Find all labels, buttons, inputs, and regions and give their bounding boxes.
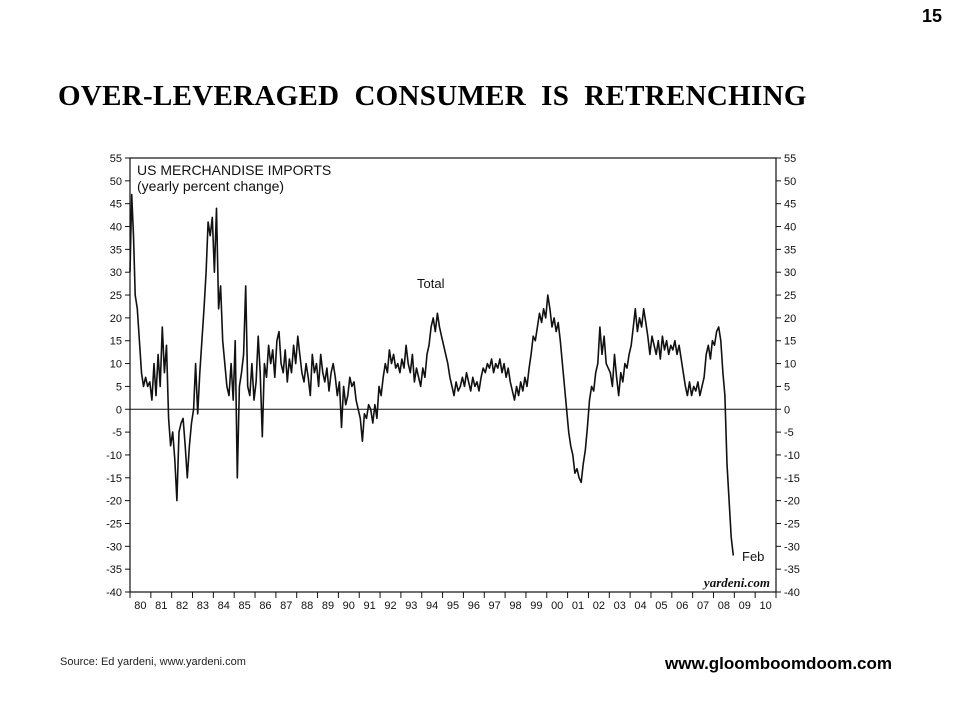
x-tick-label: 98 <box>509 600 521 612</box>
source-note: Source: Ed yardeni, www.yardeni.com <box>60 656 246 668</box>
x-tick-label: 89 <box>322 600 334 612</box>
x-tick-label: 07 <box>697 600 709 612</box>
y-tick-label-left: -25 <box>106 518 122 530</box>
x-tick-label: 85 <box>238 600 250 612</box>
y-tick-label-right: 5 <box>784 381 790 393</box>
y-tick-label-left: 55 <box>110 153 122 165</box>
x-tick-label: 01 <box>572 600 584 612</box>
y-tick-label-right: -15 <box>784 473 800 485</box>
y-tick-label-right: 35 <box>784 244 796 256</box>
x-tick-label: 95 <box>447 600 459 612</box>
y-tick-label-right: 55 <box>784 153 796 165</box>
y-tick-label-left: 5 <box>116 381 122 393</box>
x-tick-label: 80 <box>134 600 146 612</box>
y-tick-label-right: -40 <box>784 587 800 599</box>
y-tick-label-right: 25 <box>784 290 796 302</box>
y-axis-right: 5550454035302520151050-5-10-15-20-25-30-… <box>776 153 800 599</box>
x-tick-label: 82 <box>176 600 188 612</box>
x-tick-label: 97 <box>489 600 501 612</box>
y-tick-label-left: 0 <box>116 404 122 416</box>
y-tick-label-right: 15 <box>784 336 796 348</box>
x-tick-label: 81 <box>155 600 167 612</box>
series-label-total: Total <box>417 276 445 291</box>
x-tick-label: 91 <box>364 600 376 612</box>
x-tick-label: 93 <box>405 600 417 612</box>
x-tick-label: 83 <box>197 600 209 612</box>
y-tick-label-right: 40 <box>784 222 796 234</box>
y-axis-left: 5550454035302520151050-5-10-15-20-25-30-… <box>106 153 130 599</box>
y-tick-label-left: 30 <box>110 267 122 279</box>
y-tick-label-left: -35 <box>106 564 122 576</box>
x-tick-label: 88 <box>301 600 313 612</box>
y-tick-label-right: -10 <box>784 450 800 462</box>
x-axis: 80 81 82 83 84 85 86 87 88 89 90 91 92 93 94 95 96 97 98 99… <box>129 592 777 612</box>
y-tick-label-right: -5 <box>784 427 794 439</box>
x-tick-label: 10 <box>759 600 771 612</box>
y-tick-label-right: -25 <box>784 518 800 530</box>
x-tick-label: 92 <box>384 600 396 612</box>
y-tick-label-left: 35 <box>110 244 122 256</box>
x-tick-label: 90 <box>343 600 355 612</box>
y-tick-label-right: 20 <box>784 313 796 325</box>
y-tick-label-left: 40 <box>110 222 122 234</box>
y-tick-label-left: 50 <box>110 176 122 188</box>
y-tick-label-left: -10 <box>106 450 122 462</box>
y-tick-label-right: 50 <box>784 176 796 188</box>
x-tick-label: 84 <box>218 600 230 612</box>
y-tick-label-right: -20 <box>784 496 800 508</box>
y-tick-label-left: -20 <box>106 496 122 508</box>
y-tick-label-left: 15 <box>110 336 122 348</box>
imports-line-chart: 5550454035302520151050-5-10-15-20-25-30-… <box>106 153 800 612</box>
y-tick-label-left: 45 <box>110 199 122 211</box>
website-url: www.gloomboomdoom.com <box>665 654 892 673</box>
end-annotation-feb: Feb <box>742 549 764 564</box>
y-tick-label-right: 0 <box>784 404 790 416</box>
y-tick-label-right: -30 <box>784 541 800 553</box>
series-line-total <box>129 193 735 556</box>
y-tick-label-left: -5 <box>112 427 122 439</box>
x-tick-label: 99 <box>530 600 542 612</box>
page-number: 15 <box>921 6 942 26</box>
y-tick-label-left: -30 <box>106 541 122 553</box>
x-tick-label: 87 <box>280 600 292 612</box>
x-tick-label: 04 <box>634 600 646 612</box>
x-tick-label: 06 <box>676 600 688 612</box>
x-tick-label: 86 <box>259 600 271 612</box>
x-tick-label: 08 <box>718 600 730 612</box>
chart-container: 55 50 45 40 35 30 25 20 15 10 5 0 -5 -10 -15 -20 -25 -30-… <box>90 145 800 615</box>
y-tick-label-left: -15 <box>106 473 122 485</box>
y-tick-label-left: 25 <box>110 290 122 302</box>
y-tick-label-left: 10 <box>110 359 122 371</box>
plot-frame <box>129 157 777 593</box>
y-tick-label-right: 30 <box>784 267 796 279</box>
x-tick-label: 00 <box>551 600 563 612</box>
x-tick-label: 03 <box>614 600 626 612</box>
x-tick-label: 09 <box>739 600 751 612</box>
chart-subtitle: (yearly percent change) <box>137 178 284 194</box>
x-tick-label: 96 <box>468 600 480 612</box>
y-tick-label-left: -40 <box>106 587 122 599</box>
x-tick-label: 05 <box>655 600 667 612</box>
y-tick-label-right: 10 <box>784 359 796 371</box>
x-tick-label: 94 <box>426 600 438 612</box>
x-tick-label: 02 <box>593 600 605 612</box>
y-tick-label-right: -35 <box>784 564 800 576</box>
page-title: OVER-LEVERAGED CONSUMER IS RETRENCHING <box>58 80 807 112</box>
y-tick-label-right: 45 <box>784 199 796 211</box>
chart-brand: yardeni.com <box>702 575 770 590</box>
chart-title: US MERCHANDISE IMPORTS <box>137 162 331 178</box>
y-tick-label-left: 20 <box>110 313 122 325</box>
